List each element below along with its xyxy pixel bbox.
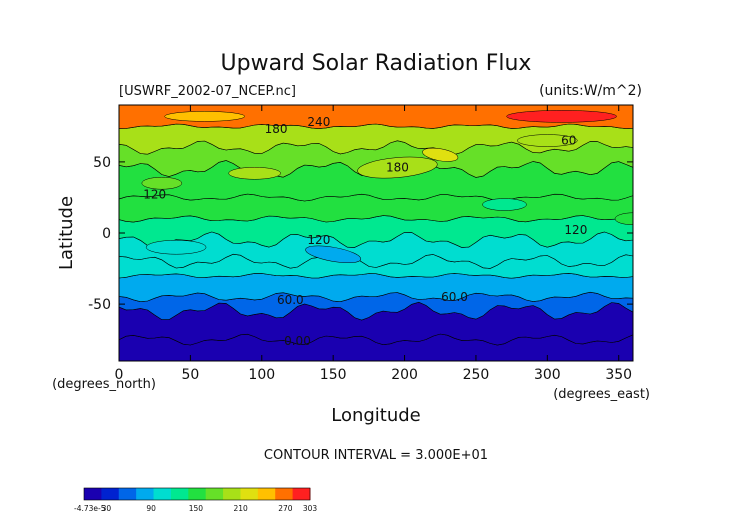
x-tick-label: 200 bbox=[391, 367, 418, 383]
field-feature bbox=[482, 198, 527, 211]
field-feature bbox=[614, 212, 633, 226]
plot-features bbox=[141, 110, 633, 264]
colorbar-tick-label: 90 bbox=[146, 504, 156, 513]
colorbar-tick-label: 210 bbox=[233, 504, 248, 513]
colorbar-tick-label: 270 bbox=[278, 504, 293, 513]
contour-label: 60.0 bbox=[277, 293, 304, 307]
y-unit-label: (degrees_north) bbox=[52, 377, 156, 392]
y-tick-label: 0 bbox=[102, 226, 111, 242]
y-tick-label: 50 bbox=[93, 155, 111, 171]
colorbar-swatch bbox=[84, 488, 102, 500]
colorbar-swatch bbox=[240, 488, 259, 500]
colorbar-swatch bbox=[136, 488, 155, 500]
contour-label: 120 bbox=[143, 188, 166, 202]
colorbar-swatch bbox=[153, 488, 172, 500]
colorbar-tick-label: 150 bbox=[189, 504, 204, 513]
field-feature bbox=[517, 134, 578, 147]
field-feature bbox=[228, 167, 281, 180]
contour-label: 120 bbox=[307, 233, 330, 247]
field-feature bbox=[506, 110, 617, 123]
contour-interval-text: CONTOUR INTERVAL = 3.000E+01 bbox=[264, 448, 488, 463]
colorbar-swatch bbox=[292, 488, 311, 500]
field-feature bbox=[141, 176, 183, 190]
y-axis-ticks: -50 0 50 bbox=[88, 155, 633, 313]
field-feature bbox=[145, 239, 207, 255]
colorbar-frame bbox=[83, 487, 311, 501]
x-tick-label: 50 bbox=[181, 367, 199, 383]
units-label: (units:W/m^2) bbox=[539, 83, 642, 99]
colorbar bbox=[83, 487, 311, 501]
colorbar-swatch bbox=[205, 488, 224, 500]
contour-label: 60.0 bbox=[441, 290, 468, 304]
field-feature bbox=[422, 147, 459, 162]
x-axis-label: Longitude bbox=[331, 405, 421, 426]
colorbar-tick-label: 303 bbox=[303, 504, 318, 513]
x-tick-label: 250 bbox=[463, 367, 490, 383]
x-unit-label: (degrees_east) bbox=[553, 387, 650, 402]
contour-label: 180 bbox=[386, 161, 409, 175]
x-tick-label: 0 bbox=[115, 367, 124, 383]
y-tick-label: -50 bbox=[88, 297, 111, 313]
field-feature bbox=[357, 156, 438, 179]
field-feature bbox=[164, 111, 245, 122]
contour-labels: 180 240 180 60 120 120 120 60.0 60.0 0.00 bbox=[143, 115, 587, 348]
colorbar-labels: -4.73e-530 90 150 210 270 303 bbox=[74, 504, 317, 513]
colorbar-swatch bbox=[118, 488, 137, 500]
colorbar-swatch bbox=[275, 488, 294, 500]
contour-label: 60 bbox=[561, 134, 576, 148]
chart-title: Upward Solar Radiation Flux bbox=[221, 51, 532, 76]
colorbar-swatch bbox=[257, 488, 276, 500]
contour-label: 120 bbox=[564, 223, 587, 237]
colorbar-tick-label: 30 bbox=[102, 504, 112, 513]
x-tick-label: 150 bbox=[320, 367, 347, 383]
x-tick-label: 350 bbox=[605, 367, 632, 383]
colorbar-swatch bbox=[101, 488, 120, 500]
colorbar-swatch bbox=[223, 488, 241, 500]
latitude-band bbox=[119, 105, 633, 129]
contour-label: 180 bbox=[265, 122, 288, 136]
contour-label: 240 bbox=[307, 115, 330, 129]
x-tick-label: 100 bbox=[248, 367, 275, 383]
colorbar-tick-label: -4.73e-5 bbox=[74, 504, 106, 513]
dataset-filename: [USWRF_2002-07_NCEP.nc] bbox=[119, 84, 296, 99]
field-feature bbox=[305, 245, 362, 264]
colorbar-swatch bbox=[170, 488, 189, 500]
colorbar-swatch bbox=[188, 488, 207, 500]
y-axis-label: Latitude bbox=[56, 196, 77, 270]
contour-label: 0.00 bbox=[284, 334, 311, 348]
x-axis-ticks: 0 50 100 150 200 250 300 350 bbox=[115, 105, 632, 383]
x-tick-label: 300 bbox=[534, 367, 561, 383]
